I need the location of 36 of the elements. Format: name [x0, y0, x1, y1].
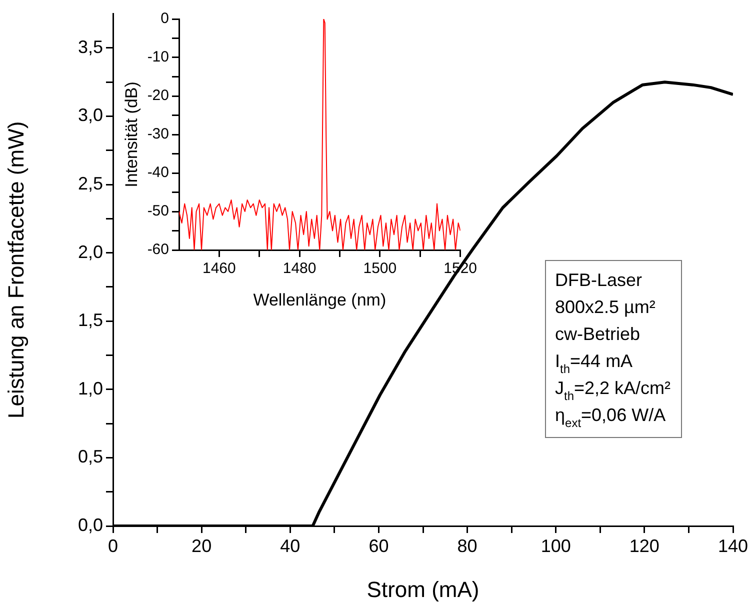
y-axis-title: Leistung an Frontfacette (mW) — [3, 121, 28, 418]
annotation: J$_{th}$=2,2 kA/cm² — [555, 377, 671, 403]
y-tick-label: 3,0 — [78, 105, 103, 126]
x-tick-label: 100 — [540, 536, 571, 556]
annotation: η$_{ext}$=0,06 W/A — [555, 404, 667, 430]
y-tick-label: 2,5 — [78, 174, 103, 194]
x-axis-title: Strom (mA) — [366, 576, 480, 602]
y-tick-label: -60 — [147, 241, 169, 258]
x-tick-label: 60 — [368, 536, 389, 556]
y-axis-title: Intensität (dB) — [122, 82, 141, 188]
annotation: DFB-Laser — [555, 269, 644, 292]
y-tick-label: 1,5 — [78, 310, 103, 330]
x-axis-title: Wellenlänge (nm) — [253, 290, 386, 310]
annotation: cw-Betrieb — [555, 323, 642, 346]
y-tick-label: -30 — [147, 126, 169, 143]
x-tick-label: 120 — [629, 536, 660, 556]
y-tick-label: -40 — [147, 164, 169, 182]
annotation: 800x2.5 µm² — [555, 296, 656, 319]
y-tick-label: 2,0 — [78, 242, 103, 262]
y-tick-label: -50 — [147, 202, 169, 220]
y-tick-label: -20 — [147, 87, 169, 104]
x-tick-label: 140 — [718, 536, 748, 556]
x-tick-label: 0 — [108, 536, 118, 556]
x-tick-label: 40 — [280, 536, 300, 556]
x-tick-label: 1460 — [202, 260, 236, 278]
y-tick-label: 0 — [160, 10, 169, 28]
x-tick-label: 20 — [192, 536, 212, 556]
x-tick-label: 1480 — [282, 260, 316, 278]
y-tick-label: 0,5 — [78, 446, 103, 467]
annotation: I$_{th}$=44 mA — [555, 350, 634, 376]
y-tick-label: 1,0 — [78, 378, 103, 398]
x-tick-label: 80 — [457, 536, 478, 556]
x-tick-label: 1500 — [363, 260, 397, 278]
y-tick-label: -10 — [147, 48, 169, 66]
y-tick-label: 0,0 — [78, 514, 103, 535]
y-tick-label: 3,5 — [78, 36, 103, 57]
